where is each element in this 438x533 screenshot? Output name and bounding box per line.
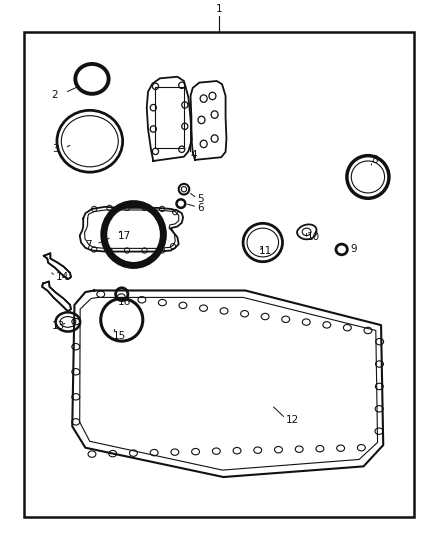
Text: 12: 12 bbox=[286, 415, 299, 425]
Text: 16: 16 bbox=[117, 297, 131, 306]
Bar bbox=[155, 87, 184, 148]
Bar bbox=[24, 32, 414, 517]
Text: 8: 8 bbox=[371, 155, 378, 165]
Polygon shape bbox=[44, 253, 71, 279]
Text: 10: 10 bbox=[307, 232, 320, 242]
Text: 9: 9 bbox=[350, 245, 357, 254]
Text: 15: 15 bbox=[113, 331, 126, 341]
Text: 13: 13 bbox=[52, 321, 65, 331]
Text: 4: 4 bbox=[191, 150, 197, 159]
Text: 5: 5 bbox=[197, 195, 204, 204]
Text: 1: 1 bbox=[215, 4, 223, 14]
Text: 3: 3 bbox=[52, 144, 58, 154]
Text: 6: 6 bbox=[197, 203, 204, 213]
Text: 17: 17 bbox=[117, 231, 131, 240]
Text: 7: 7 bbox=[85, 240, 92, 250]
Text: 14: 14 bbox=[56, 272, 69, 282]
Text: 2: 2 bbox=[52, 90, 58, 100]
Polygon shape bbox=[42, 281, 71, 311]
Text: 11: 11 bbox=[258, 246, 272, 255]
